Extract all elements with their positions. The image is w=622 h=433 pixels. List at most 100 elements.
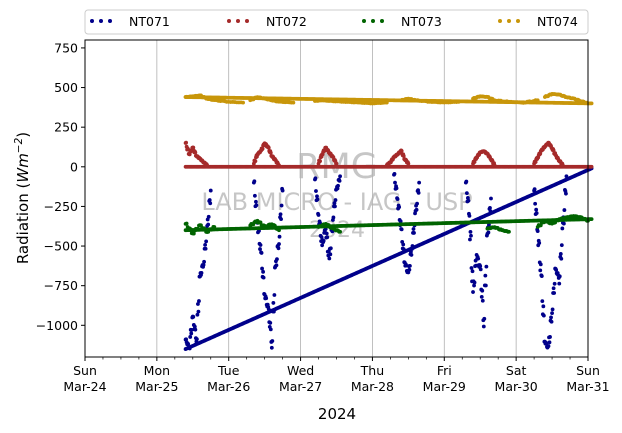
x-axis-title: 2024 — [318, 405, 356, 423]
legend-label: NT074 — [537, 14, 578, 29]
data-point — [407, 267, 412, 272]
x-tick-day: Tue — [217, 363, 240, 378]
data-point — [261, 269, 266, 274]
data-point — [188, 335, 193, 339]
data-point — [550, 311, 554, 316]
y-axis-title-suffix: ) — [14, 132, 32, 138]
data-point — [333, 204, 337, 209]
data-point — [252, 193, 257, 198]
data-point — [188, 227, 193, 232]
y-tick-label: 750 — [54, 40, 78, 55]
data-point — [252, 179, 257, 184]
data-point — [260, 146, 265, 151]
data-point — [489, 196, 493, 201]
data-point — [466, 198, 471, 203]
data-point — [551, 286, 556, 291]
x-tick-date: Mar-29 — [423, 379, 466, 394]
data-point — [544, 341, 549, 346]
data-point — [480, 288, 485, 293]
data-point — [203, 246, 208, 251]
legend-marker — [498, 19, 502, 23]
data-point — [205, 163, 210, 168]
data-point — [184, 140, 189, 145]
data-point — [589, 217, 594, 222]
data-point — [204, 239, 209, 244]
data-point — [194, 337, 199, 342]
data-point — [547, 340, 552, 345]
x-tick-date: Mar-24 — [63, 379, 106, 394]
data-point — [319, 235, 324, 240]
data-point — [187, 346, 192, 351]
data-point — [337, 178, 342, 183]
data-point — [537, 241, 542, 245]
data-point — [207, 198, 212, 202]
data-point — [397, 205, 402, 209]
data-point — [275, 257, 279, 262]
data-point — [212, 225, 217, 229]
y-axis-title-unit: Wm — [14, 153, 32, 182]
legend-marker — [380, 19, 384, 23]
data-point — [559, 243, 564, 248]
data-point — [274, 263, 279, 268]
data-point — [277, 163, 281, 168]
data-point — [532, 187, 537, 192]
data-point — [557, 274, 562, 279]
data-point — [468, 237, 472, 242]
data-point — [472, 280, 477, 285]
data-point — [559, 256, 564, 261]
data-point — [561, 221, 566, 226]
data-point — [589, 101, 594, 106]
data-point — [268, 327, 273, 332]
legend-marker — [236, 19, 240, 23]
series-NT073 — [183, 214, 594, 236]
data-point — [268, 321, 273, 325]
data-point — [191, 145, 196, 150]
legend-item-NT072: NT072 — [227, 14, 307, 29]
legend-label: NT073 — [401, 14, 442, 29]
legend: NT071 NT072 NT073 NT074 — [84, 9, 589, 35]
data-point — [266, 145, 271, 150]
x-tick-day: Wed — [287, 363, 314, 378]
data-point — [264, 296, 269, 301]
data-point — [564, 174, 569, 179]
data-point — [318, 159, 322, 164]
data-point — [279, 203, 284, 208]
legend-marker — [516, 19, 520, 23]
data-point — [259, 251, 264, 255]
data-point — [334, 161, 339, 166]
data-point — [328, 252, 333, 257]
data-point — [266, 307, 271, 312]
data-point — [484, 264, 489, 269]
data-point — [193, 327, 198, 332]
legend-box — [84, 9, 589, 35]
data-point — [557, 281, 562, 286]
data-point — [394, 186, 399, 191]
data-layer — [183, 92, 594, 351]
data-point — [196, 309, 201, 314]
y-axis: −1000 −750 −500 −250 0 250 500 750 — [36, 40, 85, 333]
x-tick-day: Sat — [506, 363, 527, 378]
data-point — [191, 314, 196, 319]
data-point — [488, 206, 492, 210]
legend-label: NT071 — [129, 14, 170, 29]
data-point — [507, 229, 511, 234]
data-point — [199, 270, 204, 275]
data-point — [488, 209, 493, 214]
data-point — [534, 211, 539, 216]
data-point — [254, 203, 259, 208]
data-point — [552, 291, 557, 295]
data-point — [464, 191, 469, 196]
data-point — [276, 246, 281, 251]
data-point — [392, 171, 397, 176]
data-point — [535, 229, 540, 234]
data-point — [560, 226, 565, 231]
data-point — [195, 312, 200, 317]
data-point — [318, 221, 322, 225]
data-point — [191, 231, 196, 236]
y-tick-label: −250 — [44, 199, 78, 214]
legend-marker — [245, 19, 249, 23]
data-point — [315, 194, 319, 199]
data-point — [184, 337, 189, 342]
x-tick-date: Mar-26 — [207, 379, 250, 394]
data-point — [549, 319, 554, 324]
